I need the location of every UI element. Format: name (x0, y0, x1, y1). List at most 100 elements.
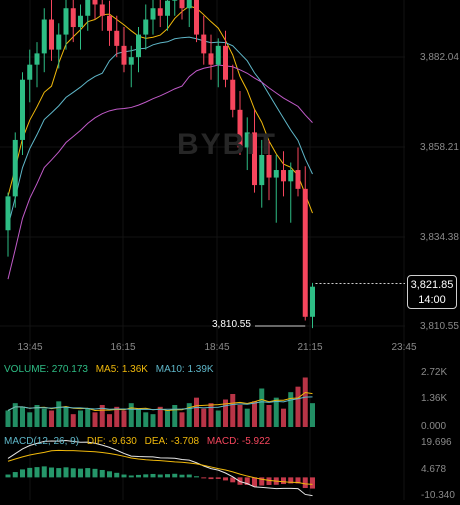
candle-body (244, 132, 250, 148)
low-price-marker: 3,810.55 (212, 319, 251, 330)
current-price-label: 3,821.85 14:00 (407, 275, 457, 309)
candle-body (34, 53, 40, 65)
candle-body (5, 196, 11, 231)
volume-bar (121, 410, 127, 427)
macd-hist-bar (215, 477, 221, 479)
volume-bar (20, 406, 25, 427)
macd-hist-bar (223, 477, 228, 481)
volume-bar (5, 410, 11, 427)
volume-value: VOLUME: 270.173 (4, 364, 88, 375)
volume-bar (157, 406, 163, 427)
candles (5, 0, 315, 329)
volume-bar (114, 406, 120, 427)
macd-hist-bar (20, 469, 25, 478)
candle-body (259, 154, 265, 186)
candle-body (208, 53, 214, 65)
candle-body (266, 154, 272, 178)
macd-hist-bar (230, 477, 236, 483)
macd-hist-bar (27, 467, 33, 478)
macd-hist-bar (179, 474, 185, 478)
macd-hist-bar (252, 477, 257, 487)
macd-hist-bar (99, 469, 105, 478)
macd-value: MACD: -5.922 (206, 436, 271, 447)
macd-tick-label: 4.678 (421, 464, 446, 475)
volume-bar (215, 410, 221, 427)
volume-bars (5, 377, 315, 427)
volume-axis: 2.72K 1.36K 0.000 (421, 367, 447, 432)
volume-bar (107, 414, 112, 427)
candle-body (288, 170, 294, 182)
macd-hist-bar (12, 472, 18, 478)
volume-tick-label: 0.000 (421, 421, 446, 432)
price-tick-label: 3,810.55 (420, 321, 459, 332)
macd-hist-bar (5, 474, 11, 478)
volume-bar (237, 405, 243, 427)
candle-body (157, 8, 163, 16)
candle-countdown: 14:00 (418, 294, 446, 306)
volume-bar (288, 392, 294, 427)
volume-bar (49, 410, 54, 427)
candle-body (20, 79, 25, 140)
macd-histogram (5, 466, 315, 489)
candle-body (295, 170, 301, 189)
candle-body (92, 0, 98, 5)
volume-bar (172, 405, 178, 427)
volume-bar (302, 377, 308, 427)
volume-bar (99, 405, 105, 427)
candle-body (70, 8, 76, 28)
candle-body (99, 4, 105, 16)
price-tick-label: 3,858.21 (420, 142, 459, 153)
volume-bar (266, 405, 272, 427)
current-price-value: 3,821.85 (410, 279, 454, 291)
candle-body (215, 45, 221, 65)
candle-body (252, 132, 257, 186)
macd-hist-bar (63, 467, 69, 478)
volume-ma10-line (7, 396, 313, 411)
macd-hist-bar (78, 468, 83, 478)
macd-hist-bar (34, 467, 40, 478)
volume-bar (194, 397, 199, 427)
candle-body (230, 79, 236, 110)
candle-body (150, 8, 156, 20)
candle-body (273, 170, 279, 178)
macd-hist-bar (70, 468, 76, 478)
candle-body (201, 34, 207, 54)
macd-hist-bar (165, 474, 170, 478)
macd-tick-label: 19.696 (421, 437, 452, 448)
volume-bar (244, 408, 250, 427)
macd-lines (7, 440, 313, 497)
volume-bar (12, 403, 18, 427)
macd-hist-bar (136, 474, 141, 478)
volume-legend: VOLUME: 270.173 MA5: 1.36K MA10: 1.39K (4, 364, 219, 375)
candle-body (107, 15, 112, 31)
macd-hist-bar (56, 468, 62, 478)
macd-dea: DEA: -3.708 (144, 436, 200, 447)
macd-hist-bar (49, 467, 54, 478)
volume-bar (63, 406, 69, 427)
macd-hist-bar (281, 477, 286, 485)
candle-body (223, 45, 228, 80)
volume-bar (41, 408, 47, 427)
candle-body (136, 34, 141, 58)
price-tick-label: 3,834.38 (420, 232, 459, 243)
volume-bar (143, 412, 149, 427)
macd-hist-bar (92, 468, 98, 478)
macd-hist-bar (194, 476, 199, 478)
volume-tick-label: 1.36K (421, 393, 447, 404)
macd-hist-bar (302, 477, 308, 489)
volume-ma10: MA10: 1.39K (155, 364, 214, 375)
volume-bar (27, 412, 33, 427)
volume-bar (92, 412, 98, 427)
volume-bar (70, 414, 76, 427)
volume-bar (85, 408, 91, 427)
candle-body (186, 0, 192, 9)
macd-hist-bar (186, 474, 192, 478)
price-axis: 3,882.04 3,858.21 3,834.38 3,810.55 (420, 52, 459, 332)
candle-body (237, 109, 243, 148)
volume-bar (150, 414, 156, 427)
macd-hist-bar (107, 471, 112, 478)
candle-body (114, 30, 120, 46)
macd-hist-bar (128, 475, 134, 478)
